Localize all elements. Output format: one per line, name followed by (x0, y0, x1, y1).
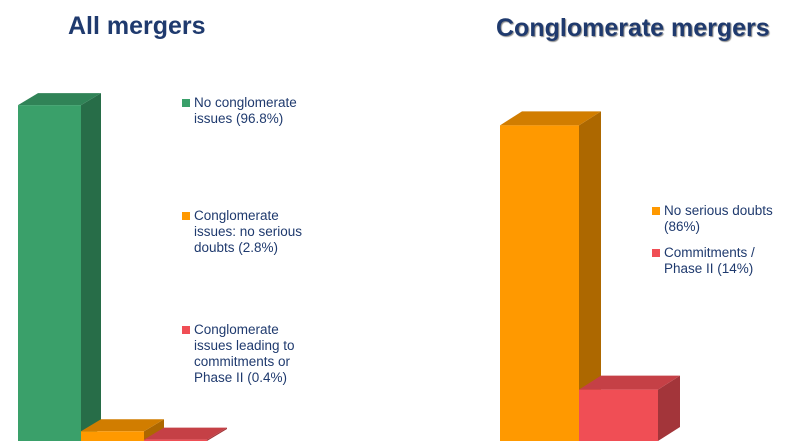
bar-side (579, 111, 601, 441)
legend-entry: Commitments / Phase II (14%) (652, 245, 794, 277)
bar-side (207, 427, 227, 441)
bar-top (81, 419, 164, 432)
bar-front (18, 105, 81, 441)
legend-label: No conglomerate issues (96.8%) (194, 95, 297, 126)
bar-side (658, 375, 680, 441)
bar (500, 111, 601, 441)
legend-entry: Conglomerate issues leading to commitmen… (182, 322, 312, 386)
legend-label: Commitments / Phase II (14%) (664, 245, 755, 276)
chart-title: All mergers (68, 12, 206, 40)
legend-swatch (182, 212, 190, 220)
bar-front (500, 125, 579, 441)
bar (81, 419, 164, 441)
bar-top (579, 375, 680, 390)
legend-entry: No serious doubts (86%) (652, 203, 794, 235)
legend-label: Conglomerate issues: no serious doubts (… (194, 208, 303, 255)
bar-front (579, 389, 658, 441)
legend-swatch (182, 99, 190, 107)
legend-entry: No conglomerate issues (96.8%) (182, 95, 312, 127)
bar-front (144, 439, 207, 441)
bar-front (81, 431, 144, 441)
legend-entry: Conglomerate issues: no serious doubts (… (182, 208, 312, 256)
bar-top (144, 427, 227, 440)
bar (579, 375, 680, 441)
legend-swatch (182, 326, 190, 334)
chart-title: Conglomerate mergers (496, 14, 770, 42)
bar-top (500, 111, 601, 126)
legend-swatch (652, 249, 660, 257)
bar-side (144, 419, 164, 441)
bar-top (18, 93, 101, 106)
bar-side (81, 93, 101, 441)
legend-swatch (652, 207, 660, 215)
legend-label: Conglomerate issues leading to commitmen… (194, 322, 295, 385)
legend-label: No serious doubts (86%) (664, 203, 773, 234)
bar (18, 93, 101, 441)
bar (144, 427, 227, 441)
